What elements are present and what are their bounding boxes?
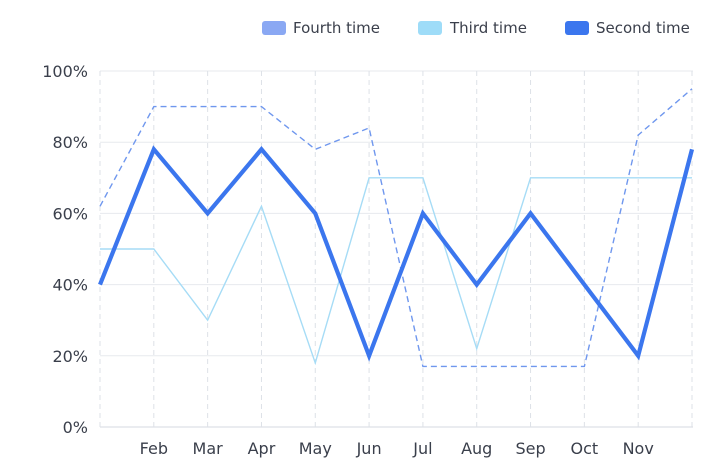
x-tick-label: Nov <box>623 439 654 458</box>
y-tick-label: 80% <box>52 133 88 152</box>
y-tick-label: 40% <box>52 276 88 295</box>
legend[interactable]: Fourth time Third time Second time <box>262 19 690 37</box>
x-tick-label: Apr <box>248 439 276 458</box>
x-tick-label: Mar <box>193 439 224 458</box>
legend-swatch <box>262 21 286 35</box>
x-tick-label: Aug <box>461 439 492 458</box>
series-line-second-time <box>98 145 695 362</box>
legend-label: Second time <box>596 19 690 37</box>
legend-label: Third time <box>449 19 527 37</box>
legend-label: Fourth time <box>293 19 380 37</box>
y-tick-label: 0% <box>63 418 88 437</box>
series-lines <box>98 88 695 368</box>
y-tick-label: 60% <box>52 204 88 223</box>
series-line-fourth-time <box>99 88 693 368</box>
series-line-third-time <box>100 177 692 366</box>
x-tick-label: Jun <box>356 439 382 458</box>
y-axis-tick-labels: 0% 20% 40% 60% 80% 100% <box>42 62 88 437</box>
x-tick-label: Oct <box>571 439 599 458</box>
x-tick-label: Feb <box>140 439 168 458</box>
y-tick-label: 20% <box>52 347 88 366</box>
x-tick-label: May <box>299 439 332 458</box>
legend-swatch <box>565 21 589 35</box>
legend-item-fourth-time[interactable]: Fourth time <box>262 19 380 37</box>
legend-item-second-time[interactable]: Second time <box>565 19 690 37</box>
legend-item-third-time[interactable]: Third time <box>418 19 527 37</box>
y-tick-label: 100% <box>42 62 88 81</box>
legend-swatch <box>418 21 442 35</box>
x-axis-tick-labels: Feb Mar Apr May Jun Jul Aug Sep Oct Nov <box>140 439 654 458</box>
x-tick-label: Jul <box>412 439 432 458</box>
x-tick-label: Sep <box>515 439 545 458</box>
